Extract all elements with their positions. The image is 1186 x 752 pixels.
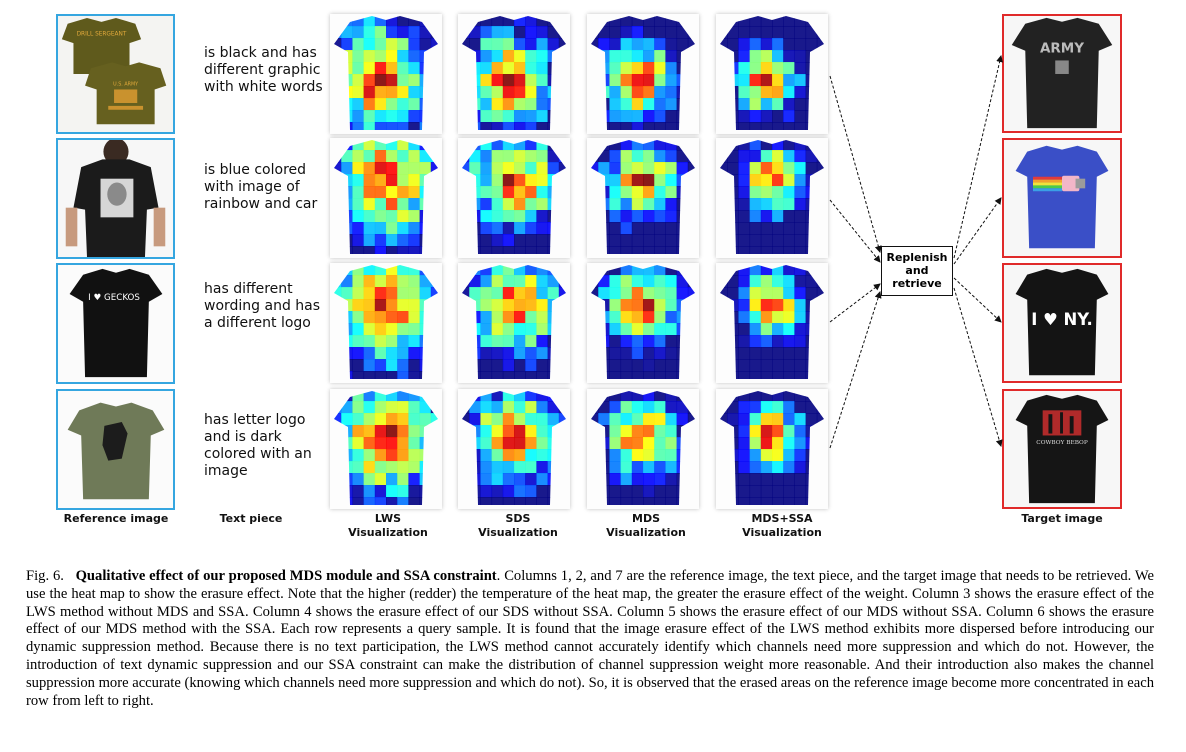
heatmap-picture [587,263,699,383]
label-mds: MDS Visualization [604,512,688,540]
heatmap-mds-row1 [587,14,699,134]
target1-print: ARMY [1040,41,1084,57]
arrow-out-4 [954,288,1001,446]
heatmap-lws-row3 [330,263,442,383]
reference-image-4 [56,389,175,510]
arrow-row1-in [830,76,880,252]
target-image-3: I ♥ NY. [1002,263,1122,383]
heatmap-mds-row3 [587,263,699,383]
target-image-4: COWBOY BEBOP [1002,389,1122,509]
label-mds-ssa: MDS+SSA Visualization [736,512,828,540]
arrow-out-2 [954,198,1001,264]
query-text-3: has different wording and has a differen… [204,281,324,332]
label-lws: LWS Visualization [346,512,430,540]
heatmap-sds-row3 [458,263,570,383]
heatmap-picture [330,389,442,509]
label-reference: Reference image [46,512,186,526]
heatmap-picture [716,14,828,134]
heatmap-sds-row2 [458,138,570,258]
replenish-retrieve-box: Replenish and retrieve [881,246,953,296]
row3-shirt-print: I ♥ GECKOS [88,293,140,303]
blue-nyan-tshirt-picture [1004,140,1120,256]
caption-title: Qualitative effect of our proposed MDS m… [76,568,497,584]
target3-print: I ♥ NY. [1031,310,1092,329]
heatmap-mds-row2 [587,138,699,258]
heatmap-picture [716,389,828,509]
label-sds: SDS Visualization [476,512,560,540]
heatmap-picture [330,263,442,383]
arrow-row2-in [830,200,880,262]
heatmap-picture [458,14,570,134]
heatmap-mds-ssa-row2 [716,138,828,258]
heatmap-picture [716,138,828,258]
heatmap-picture [587,14,699,134]
reference-image-3: I ♥ GECKOS [56,263,175,384]
heatmap-picture [330,138,442,258]
heatmap-sds-row4 [458,389,570,509]
target-image-2 [1002,138,1122,258]
query-text-4: has letter logo and is dark colored with… [204,412,324,480]
cowboy-bebop-tshirt-picture: COWBOY BEBOP [1004,391,1120,507]
arrow-row3-in [830,284,880,322]
caption-body: . Columns 1, 2, and 7 are the reference … [26,568,1154,709]
woman-black-tshirt-picture [58,140,173,257]
green-tshirt-picture [58,391,173,508]
heatmap-mds-ssa-row3 [716,263,828,383]
arrow-out-3 [954,278,1001,322]
olive-tshirt-pair-picture: DRILL SERGEANT U.S. ARMY [58,16,173,132]
heatmap-sds-row1 [458,14,570,134]
heatmap-picture [716,263,828,383]
heatmap-picture [587,389,699,509]
heatmap-picture [587,138,699,258]
reference-image-2 [56,138,175,259]
black-geckos-tshirt-picture: I ♥ GECKOS [58,265,173,382]
query-text-2: is blue colored with image of rainbow an… [204,162,324,213]
heatmap-mds-ssa-row4 [716,389,828,509]
heatmap-lws-row4 [330,389,442,509]
heatmap-lws-row2 [330,138,442,258]
heatmap-picture [458,263,570,383]
heatmap-picture [458,389,570,509]
heatmap-lws-row1 [330,14,442,134]
heatmap-picture [458,138,570,258]
army-tshirt-picture: ARMY [1004,16,1120,131]
label-target: Target image [1002,512,1122,526]
arrow-out-1 [954,56,1001,258]
heatmap-picture [330,14,442,134]
target4-print: COWBOY BEBOP [1036,440,1088,446]
caption-fig-num: Fig. 6. [26,568,64,584]
label-text: Text piece [196,512,306,526]
query-text-1: is black and has different graphic with … [204,45,324,96]
row1-small-print: DRILL SERGEANT [77,31,127,37]
figure: DRILL SERGEANT U.S. ARMY I ♥ GECKOS [0,0,1186,552]
row1-top-print: U.S. ARMY [113,82,138,88]
figure-caption: Fig. 6. Qualitative effect of our propos… [26,568,1154,710]
i-love-ny-tshirt-picture: I ♥ NY. [1004,265,1120,381]
heatmap-mds-ssa-row1 [716,14,828,134]
arrow-row4-in [830,292,880,448]
reference-image-1: DRILL SERGEANT U.S. ARMY [56,14,175,134]
heatmap-mds-row4 [587,389,699,509]
target-image-1: ARMY [1002,14,1122,133]
